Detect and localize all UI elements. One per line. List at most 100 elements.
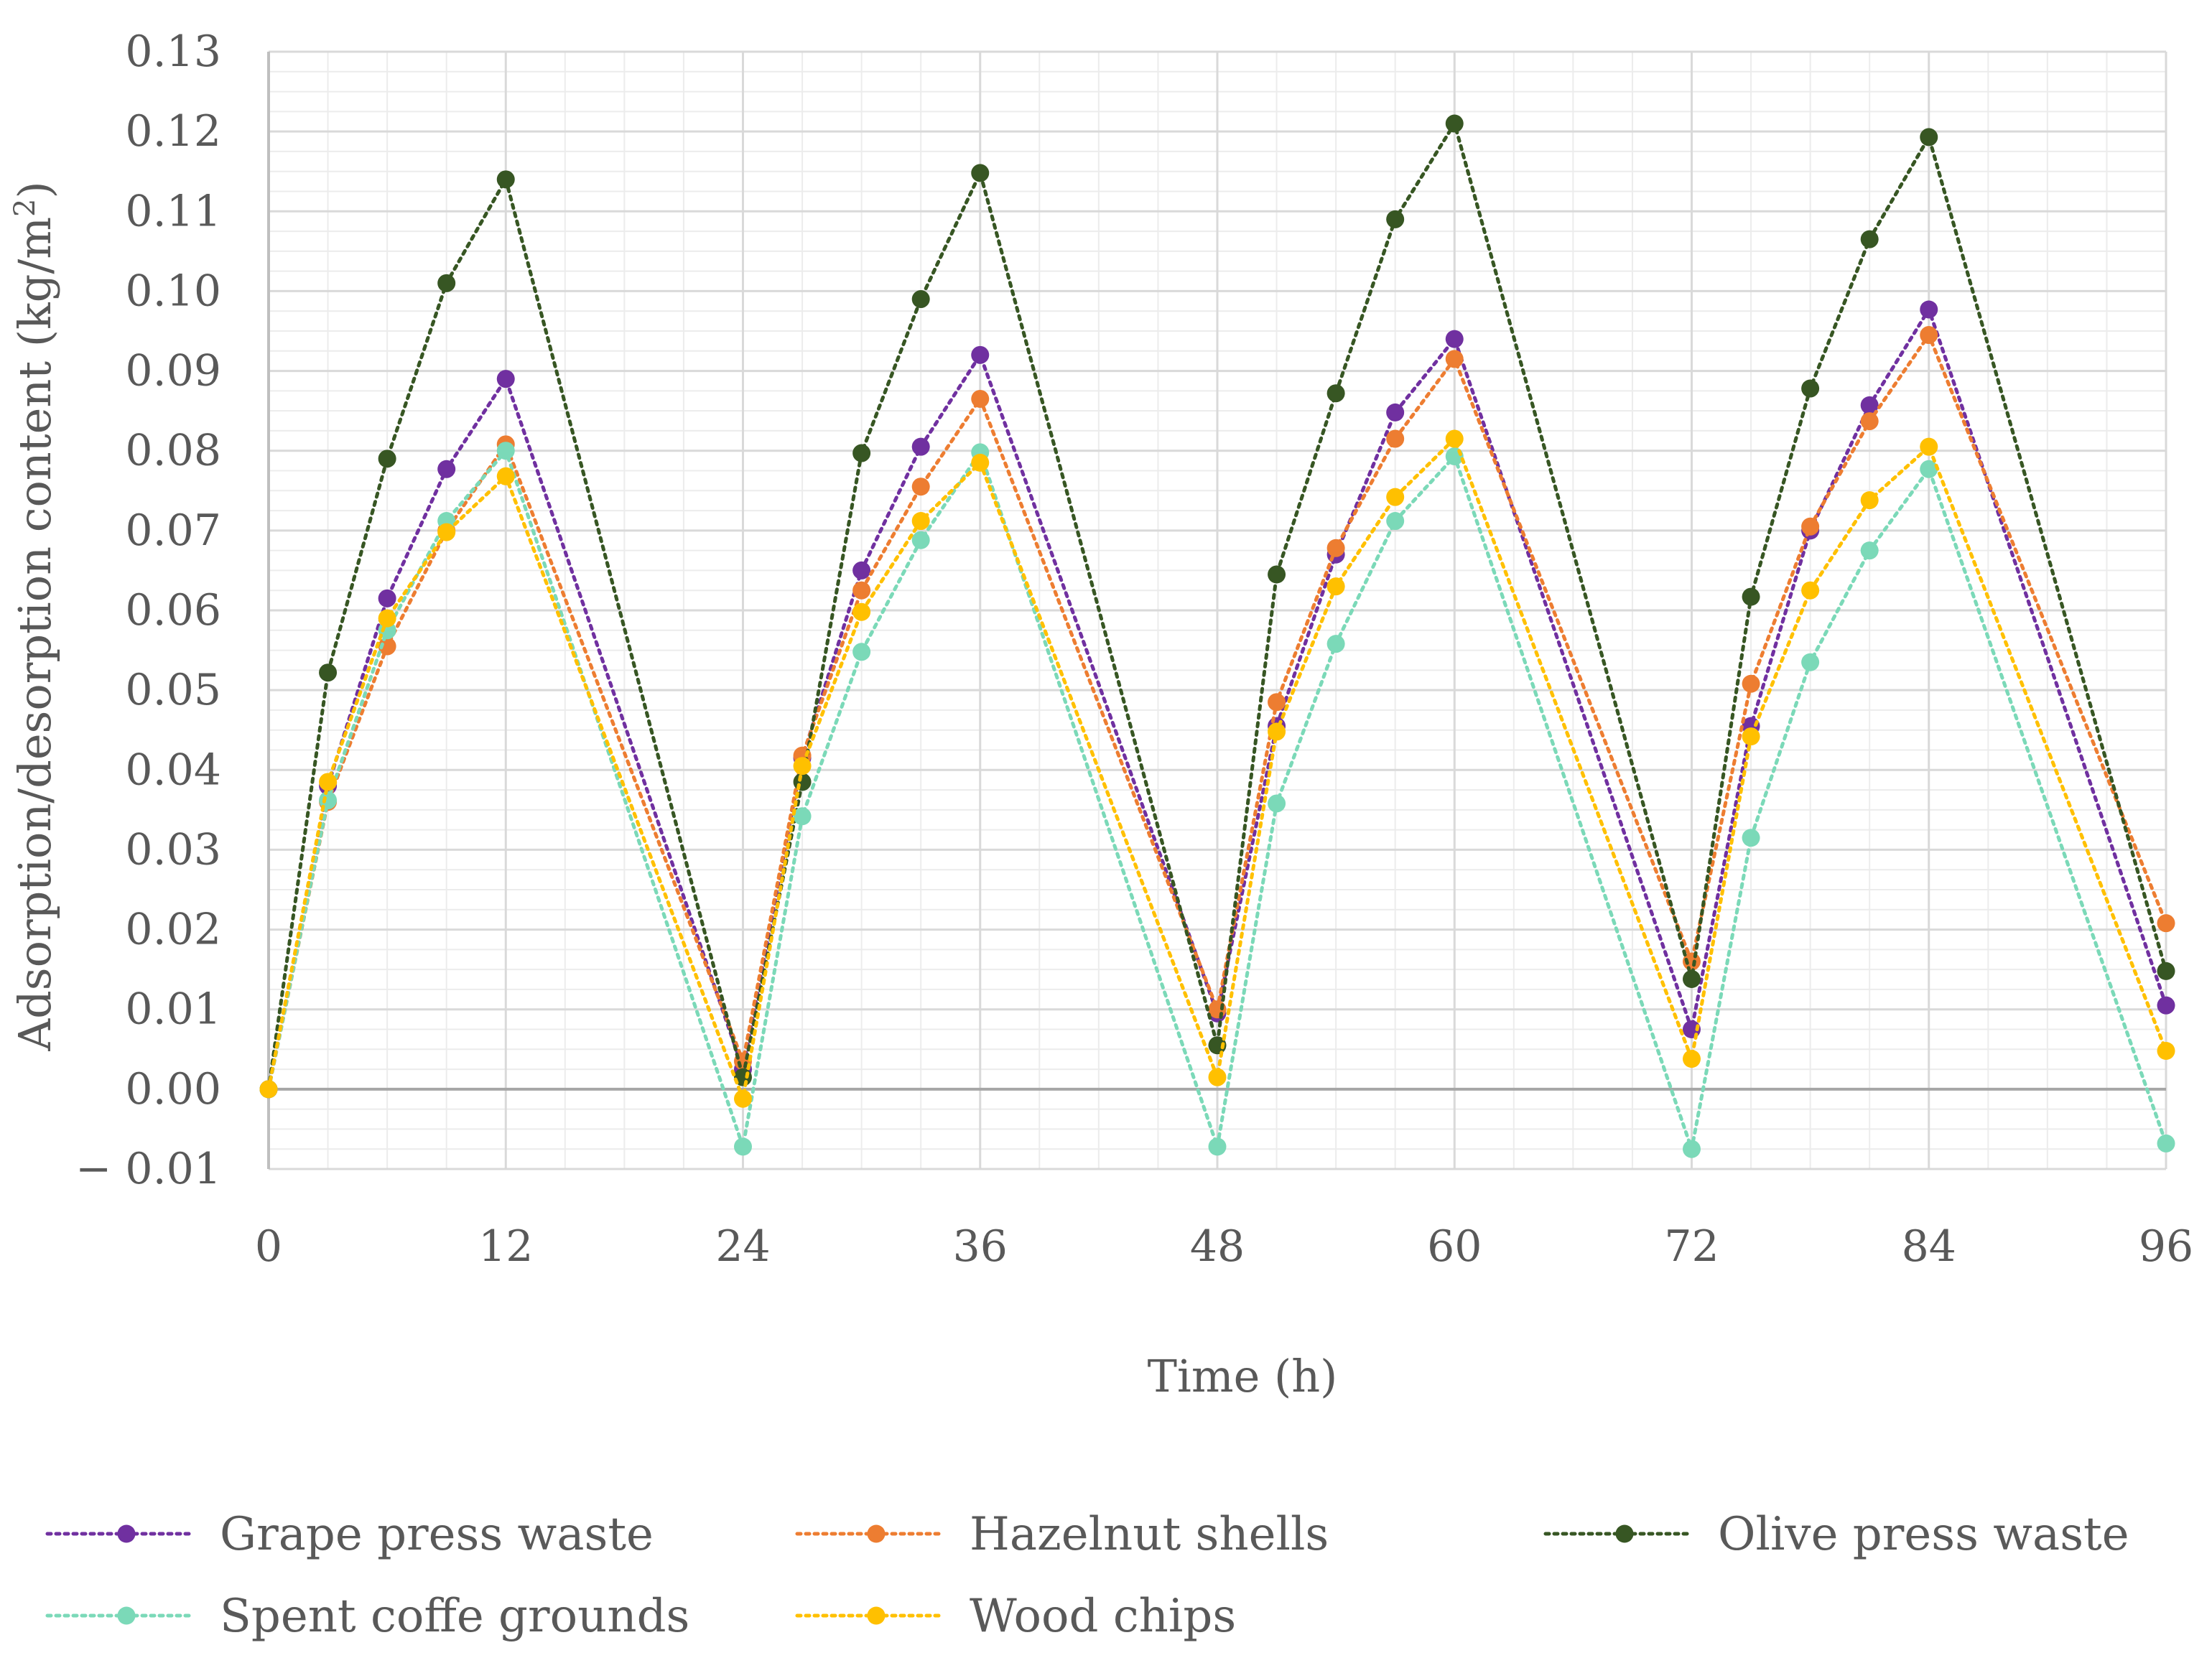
y-tick-labels: − 0.01 0.00 0.01 0.02 0.03 0.04 0.05 0.06 0.07 0.… — [75, 27, 221, 1194]
data-point-wood-chips — [1445, 429, 1464, 448]
data-point-wood-chips — [1208, 1068, 1227, 1086]
data-point-olive-press-waste — [1445, 114, 1464, 133]
x-tick-labels: 0 12 24 36 48 60 72 84 96 — [255, 1221, 2193, 1272]
data-point-hazelnut-shells — [1860, 412, 1879, 431]
data-point-grape-press-waste — [2157, 996, 2175, 1015]
data-point-olive-press-waste — [1920, 128, 1938, 146]
data-point-grape-press-waste — [1920, 300, 1938, 319]
y-tick-label: 0.07 — [125, 506, 221, 556]
data-point-hazelnut-shells — [1268, 693, 1286, 712]
data-point-spent-coffe-grounds — [1860, 541, 1879, 560]
data-point-spent-coffe-grounds — [1920, 460, 1938, 478]
legend-swatch-marker — [1615, 1524, 1634, 1543]
data-point-wood-chips — [259, 1080, 278, 1099]
data-point-hazelnut-shells — [971, 389, 990, 408]
data-point-olive-press-waste — [852, 444, 871, 462]
data-point-olive-press-waste — [911, 290, 930, 309]
legend-item-wood-chips: Wood chips — [795, 1590, 1236, 1643]
data-point-spent-coffe-grounds — [734, 1137, 752, 1156]
data-point-grape-press-waste — [1445, 330, 1464, 348]
series-layer — [259, 114, 2175, 1158]
legend-label: Grape press waste — [220, 1508, 654, 1561]
data-point-grape-press-waste — [1860, 396, 1879, 414]
y-tick-label: 0.01 — [125, 984, 221, 1035]
data-point-hazelnut-shells — [852, 581, 871, 600]
data-point-olive-press-waste — [971, 164, 990, 182]
data-point-wood-chips — [1268, 722, 1286, 741]
x-tick-label: 12 — [478, 1221, 533, 1272]
data-point-spent-coffe-grounds — [793, 807, 812, 826]
data-point-wood-chips — [319, 773, 338, 791]
data-point-spent-coffe-grounds — [852, 643, 871, 661]
data-point-wood-chips — [793, 757, 812, 776]
legend-label: Spent coffe grounds — [220, 1590, 689, 1643]
data-point-spent-coffe-grounds — [1445, 447, 1464, 465]
x-axis-title: Time (h) — [1148, 1350, 1338, 1402]
y-tick-label: − 0.01 — [75, 1144, 221, 1194]
data-point-olive-press-waste — [1268, 565, 1286, 584]
legend-item-grape-press-waste: Grape press waste — [45, 1508, 654, 1561]
legend-label: Olive press waste — [1718, 1508, 2129, 1561]
data-point-spent-coffe-grounds — [1208, 1137, 1227, 1156]
data-point-spent-coffe-grounds — [1268, 794, 1286, 813]
data-point-wood-chips — [378, 609, 396, 628]
legend-label: Wood chips — [970, 1590, 1236, 1643]
data-point-hazelnut-shells — [1801, 517, 1820, 536]
y-tick-label: 0.02 — [125, 905, 221, 955]
data-point-wood-chips — [437, 523, 456, 541]
data-point-wood-chips — [1683, 1050, 1701, 1068]
x-tick-label: 96 — [2139, 1221, 2193, 1272]
data-point-wood-chips — [1860, 491, 1879, 510]
data-point-hazelnut-shells — [1386, 429, 1405, 448]
legend-swatch-marker — [867, 1606, 886, 1625]
x-tick-label: 36 — [953, 1221, 1008, 1272]
data-point-grape-press-waste — [437, 460, 456, 478]
data-point-wood-chips — [734, 1089, 752, 1108]
data-point-olive-press-waste — [1801, 379, 1820, 398]
data-point-wood-chips — [496, 467, 515, 485]
data-point-wood-chips — [2157, 1042, 2175, 1061]
x-tick-label: 24 — [715, 1221, 770, 1272]
data-point-grape-press-waste — [911, 437, 930, 456]
x-tick-label: 84 — [1902, 1221, 1956, 1272]
data-point-wood-chips — [1920, 437, 1938, 456]
y-tick-label: 0.08 — [125, 426, 221, 476]
data-point-spent-coffe-grounds — [2157, 1134, 2175, 1152]
data-point-olive-press-waste — [1860, 230, 1879, 248]
data-point-wood-chips — [852, 602, 871, 621]
series-wood-chips — [259, 429, 2175, 1108]
data-point-olive-press-waste — [1683, 969, 1701, 988]
x-tick-label: 60 — [1427, 1221, 1482, 1272]
legend-item-olive-press-waste: Olive press waste — [1543, 1508, 2129, 1561]
data-point-olive-press-waste — [1208, 1036, 1227, 1055]
data-point-olive-press-waste — [2157, 961, 2175, 980]
y-tick-label: 0.13 — [125, 27, 221, 77]
data-point-wood-chips — [911, 512, 930, 531]
legend-swatch-marker — [867, 1524, 886, 1543]
data-point-grape-press-waste — [378, 589, 396, 607]
data-point-wood-chips — [1801, 581, 1820, 600]
data-point-hazelnut-shells — [1920, 326, 1938, 345]
legend: Grape press waste Hazelnut shells Olive pr… — [45, 1508, 2129, 1643]
y-tick-label: 0.10 — [125, 266, 221, 316]
y-axis-title-superscript: 2 — [9, 199, 42, 217]
axes — [267, 52, 2166, 1169]
data-point-olive-press-waste — [319, 663, 338, 682]
data-point-wood-chips — [971, 453, 990, 472]
data-point-spent-coffe-grounds — [496, 442, 515, 460]
y-tick-label: 0.12 — [125, 106, 221, 157]
data-point-hazelnut-shells — [1326, 539, 1345, 557]
series-line-olive-press-waste — [266, 118, 2168, 1091]
data-point-olive-press-waste — [496, 170, 515, 189]
y-tick-label: 0.03 — [125, 824, 221, 875]
x-tick-label: 72 — [1664, 1221, 1719, 1272]
data-point-grape-press-waste — [496, 370, 515, 388]
series-olive-press-waste — [259, 114, 2175, 1099]
y-axis-title-end: ) — [9, 181, 61, 198]
data-point-hazelnut-shells — [1742, 674, 1760, 693]
y-tick-label: 0.09 — [125, 346, 221, 396]
data-point-olive-press-waste — [1742, 587, 1760, 606]
data-point-spent-coffe-grounds — [1801, 653, 1820, 671]
data-point-spent-coffe-grounds — [1386, 512, 1405, 531]
